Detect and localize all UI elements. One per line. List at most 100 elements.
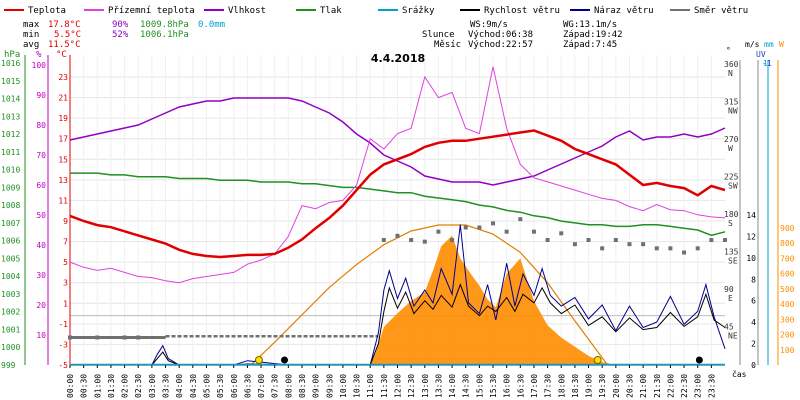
x-tick-label: 00:30 [80, 374, 89, 398]
hpa-tick-label: 1002 [1, 308, 20, 317]
rain-axis-label: mm [764, 40, 774, 49]
uv-tick-label: -1 [762, 59, 772, 68]
pct-tick-label: 10 [36, 331, 46, 340]
direction-point [381, 238, 386, 242]
stats-max-press: 1009.8hPa [140, 20, 189, 30]
temp-tick-label: 13 [58, 176, 68, 185]
solar-tick-label: 300 [780, 315, 795, 324]
solar-tick-label: 600 [780, 270, 795, 279]
temp-tick-label: 9 [63, 217, 68, 226]
direction-point [586, 238, 591, 242]
legend-item: Teplota [4, 6, 66, 16]
dir-tick-deg: 360 [724, 60, 739, 69]
dir-axis-label: ° [726, 46, 731, 55]
info-block: WS:9m/s WG:13.1m/s Slunce Východ:06:38 Z… [422, 20, 623, 50]
info-ws: WS:9m/s [470, 20, 508, 30]
direction-point [668, 246, 673, 251]
temp-tick-label: 15 [58, 155, 68, 164]
pct-tick-label: 30 [36, 271, 46, 280]
dewpoint-line [69, 66, 726, 284]
plot-area [68, 66, 727, 366]
direction-point [504, 229, 509, 234]
sunrise-marker [254, 356, 263, 364]
ms-tick-label: 2 [751, 340, 756, 349]
dir-tick-deg: 225 [724, 173, 739, 182]
temp-tick-label: 5 [63, 258, 68, 267]
hpa-tick-label: 1014 [1, 95, 20, 104]
ms-tick-label: 12 [746, 232, 756, 241]
chart-title: 4.4.2018 [371, 52, 425, 65]
info-sun-label: Slunce [422, 30, 455, 40]
stats-min-temp: 5.5°C [54, 30, 81, 40]
dir-tick-name: N [728, 69, 733, 78]
x-tick-label: 01:00 [93, 374, 102, 398]
x-tick-label: 20:00 [612, 374, 621, 398]
stats-min-hum: 52% [112, 30, 129, 40]
dir-tick-deg: 90 [724, 285, 734, 294]
x-tick-label: 03:30 [162, 374, 171, 398]
dir-tick-name: SW [728, 182, 738, 191]
stats-avg-label: avg [23, 40, 39, 50]
direction-point [409, 238, 414, 242]
hpa-tick-label: 1009 [1, 183, 20, 192]
solar-axis-label: W [779, 40, 784, 49]
info-sun-set: Západ:19:42 [563, 30, 623, 40]
direction-point [627, 242, 632, 247]
direction-point [545, 238, 550, 242]
pct-tick-label: 70 [36, 151, 46, 160]
hpa-tick-label: 1016 [1, 59, 20, 68]
stats-min-press: 1006.1hPa [140, 30, 189, 40]
dir-tick-name: NW [728, 107, 738, 116]
x-tick-label: 21:30 [653, 374, 662, 398]
solar-tick-label: 500 [780, 285, 795, 294]
temp-tick-label: -3 [58, 340, 68, 349]
temp-tick-label: 7 [63, 238, 68, 247]
temp-tick-label: 3 [63, 279, 68, 288]
pct-axis-label: % [36, 50, 42, 60]
dir-tick-deg: 180 [724, 210, 739, 219]
hpa-tick-label: 1007 [1, 219, 20, 228]
x-tick-label: 17:30 [544, 374, 553, 398]
x-tick-label: 18:30 [571, 374, 580, 398]
legend-item: Vlhkost [204, 6, 266, 16]
x-tick-label: 13:00 [421, 374, 430, 398]
hpa-tick-label: 1000 [1, 343, 20, 352]
solar-tick-label: 700 [780, 254, 795, 263]
ms-tick-label: 8 [751, 275, 756, 284]
stats-avg-temp: 11.5°C [48, 40, 81, 50]
pct-tick-label: 50 [36, 211, 46, 220]
dir-tick-name: E [728, 294, 733, 303]
x-tick-label: 22:00 [666, 374, 675, 398]
direction-point [436, 229, 441, 234]
x-tick-label: 04:00 [175, 374, 184, 398]
x-axis-label: čas [732, 369, 747, 379]
ms-tick-label: 0 [751, 361, 756, 370]
solar-tick-label: 200 [780, 331, 795, 340]
x-tick-label: 08:00 [284, 374, 293, 398]
x-tick-label: 23:00 [694, 374, 703, 398]
x-tick-label: 07:00 [257, 374, 266, 398]
moonset-marker [281, 356, 289, 364]
direction-point [709, 238, 714, 242]
rain-tick-label: 1 [763, 59, 768, 68]
x-tick-label: 10:00 [339, 374, 348, 398]
direction-point [491, 221, 496, 226]
legend-label: Srážky [402, 6, 435, 16]
direction-point [600, 246, 605, 251]
hpa-tick-label: 1010 [1, 166, 20, 175]
x-tick-label: 12:00 [394, 374, 403, 398]
ms-tick-label: 14 [746, 211, 756, 220]
hpa-tick-label: 1001 [1, 325, 20, 334]
x-tick-label: 12:30 [407, 374, 416, 398]
direction-point [422, 239, 427, 244]
temp-tick-label: 21 [58, 94, 68, 103]
uv-axis-label: UV [756, 50, 766, 59]
x-tick-label: 09:30 [325, 374, 334, 398]
direction-point [572, 242, 577, 247]
ms-tick-label: 6 [751, 297, 756, 306]
pressure-line [70, 172, 726, 237]
temp-axis-label: °C [56, 50, 67, 60]
ms-axis-label: m/s [745, 40, 760, 49]
x-tick-label: 23:30 [707, 374, 716, 398]
hpa-tick-label: 1004 [1, 272, 20, 281]
